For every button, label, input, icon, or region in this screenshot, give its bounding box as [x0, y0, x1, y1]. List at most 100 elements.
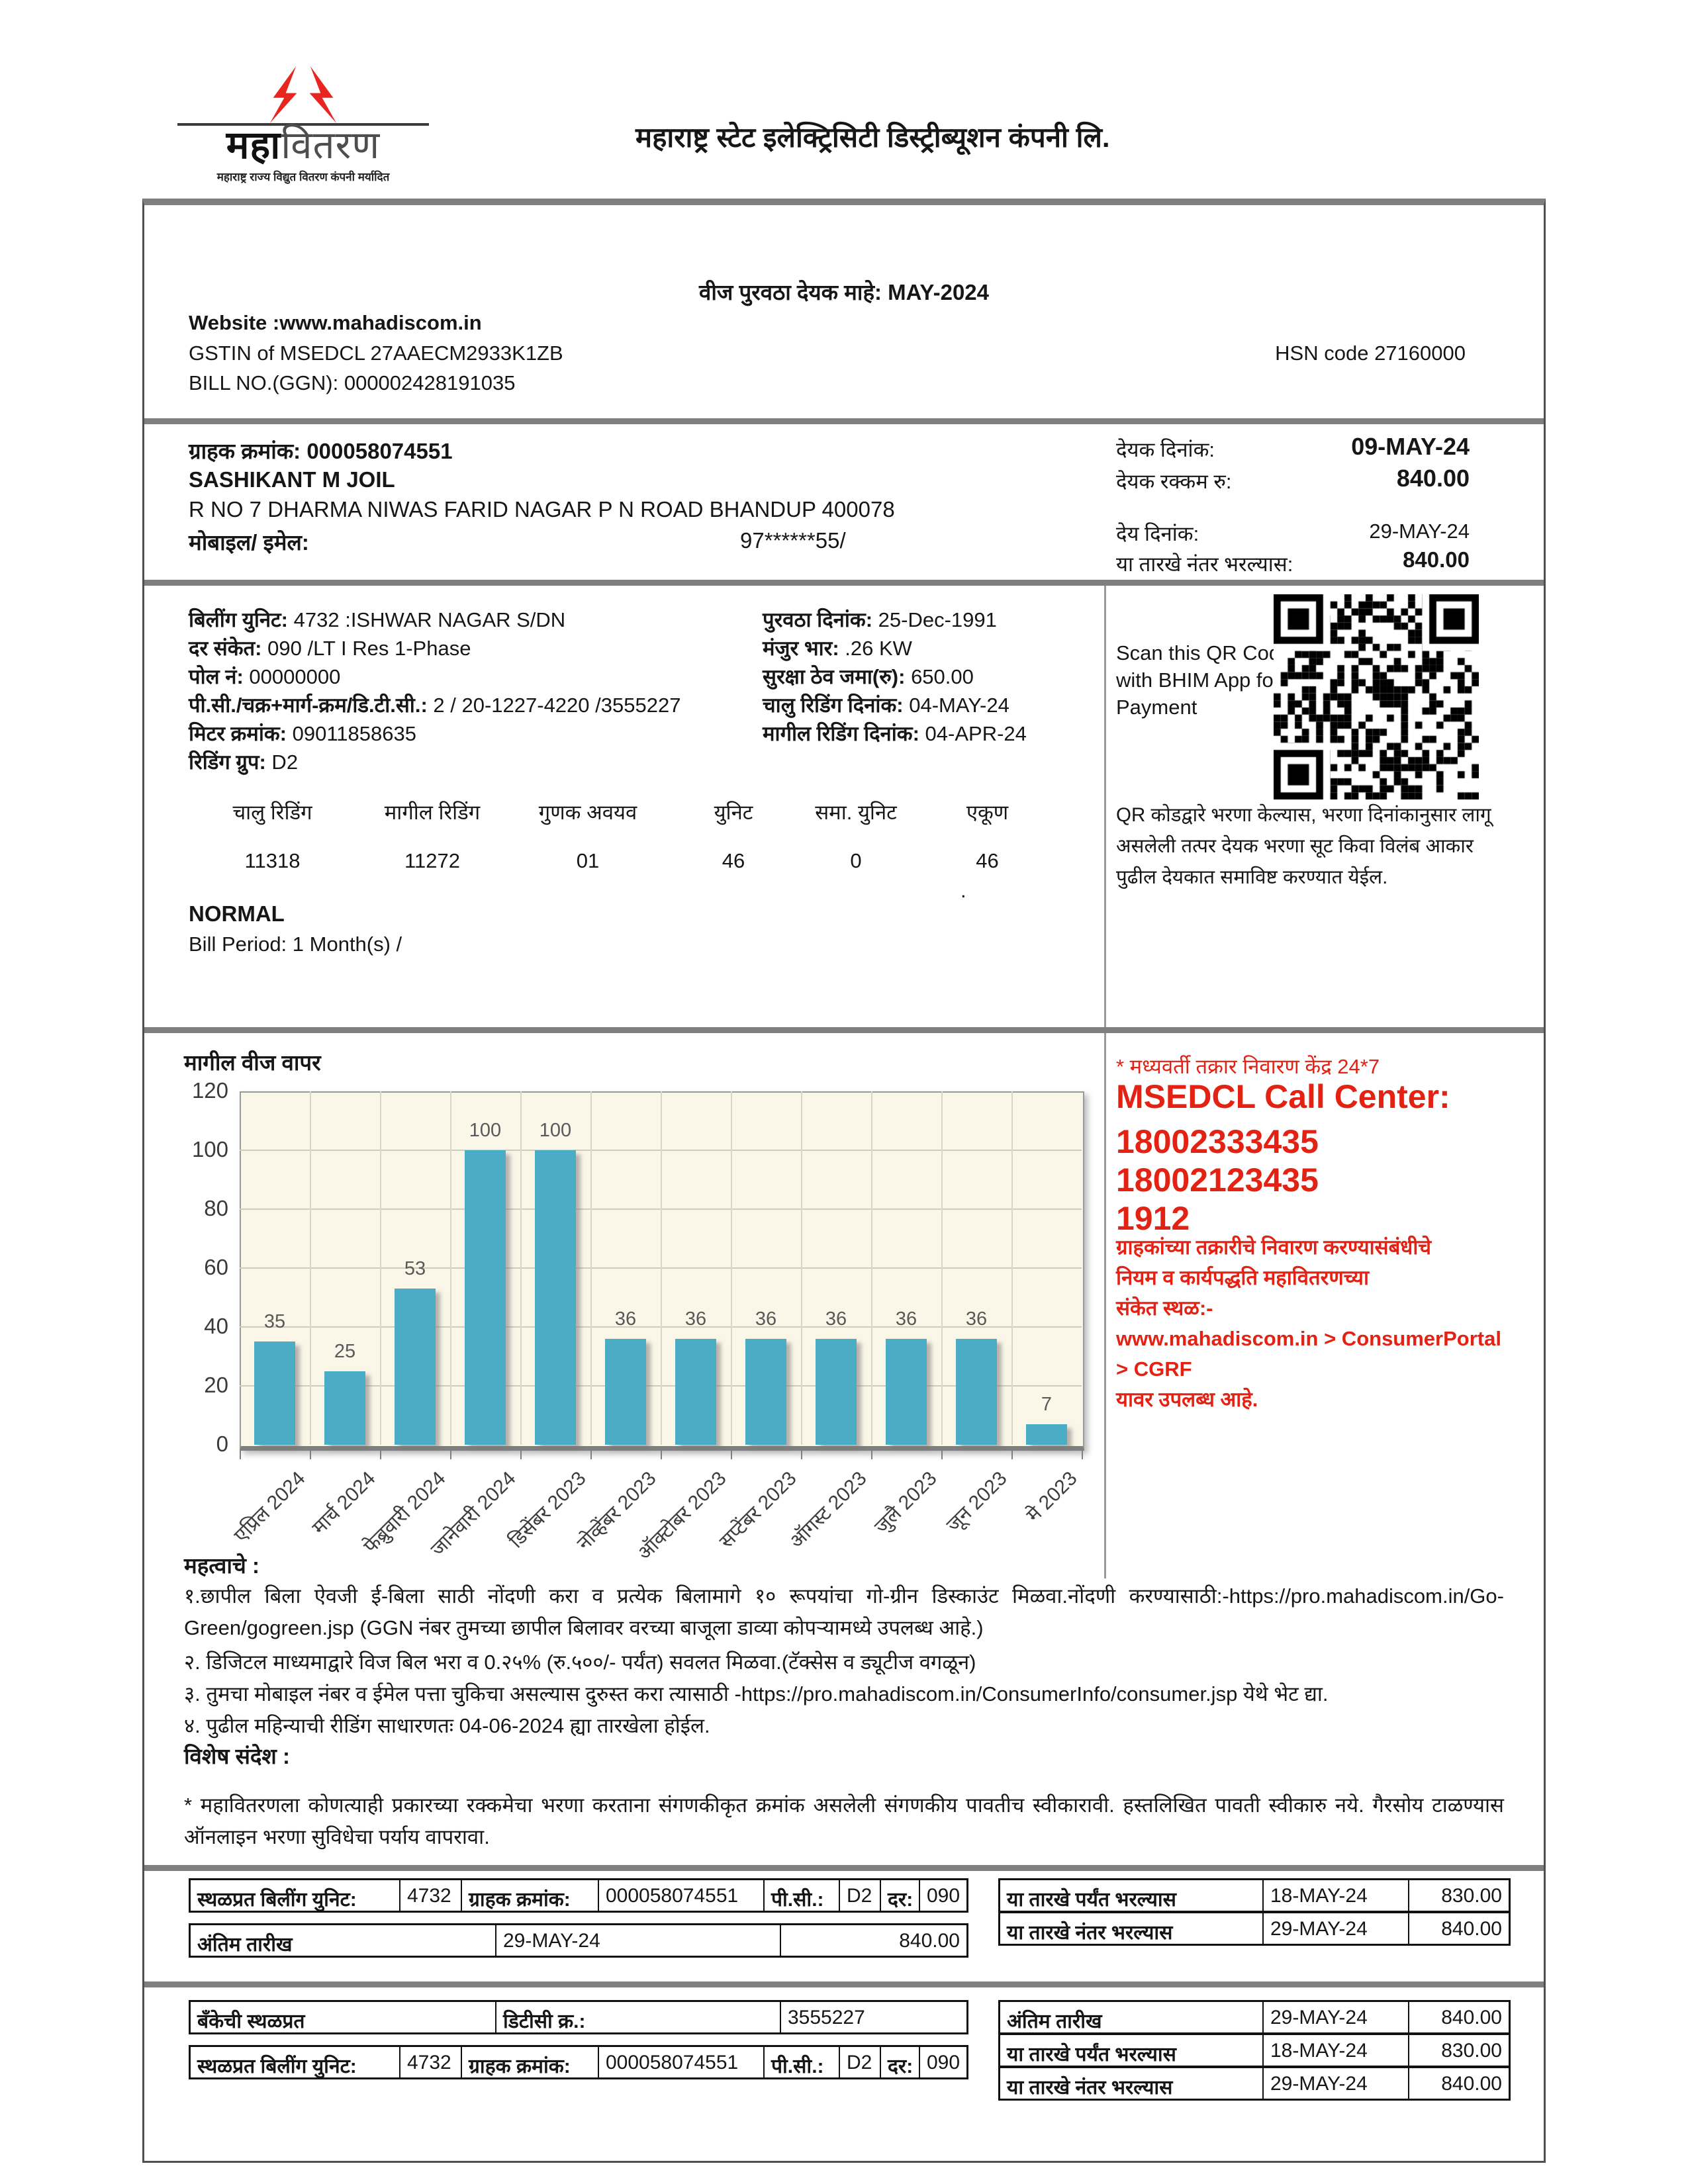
slip-cell: 29-MAY-24 [1264, 2068, 1409, 2099]
lightning-bolt-icon [177, 66, 429, 123]
usage-bar [886, 1338, 927, 1445]
y-axis-label: 40 [204, 1314, 228, 1338]
gstin-line: GSTIN of MSEDCL 27AAECM2933K1ZB [189, 341, 563, 365]
slip-cell: या तारखे पर्यंत भरल्यास [1000, 1880, 1264, 1911]
slip-cell: डिटीसी क्र.: [496, 2002, 781, 2032]
detail-label: चालु रिडिंग दिनांक: [763, 694, 904, 717]
consumer-number-label: ग्राहक क्रमांक: [189, 439, 301, 463]
bank-copy-payby-row: या तारखे नंतर भरल्यास 29-MAY-24 840.00 [998, 2066, 1511, 2101]
notes-title: महत्वाचे : [184, 1553, 260, 1578]
readings-value-cell: 11318 [244, 849, 301, 872]
detail-label: मंजुर भार: [763, 637, 839, 660]
readings-value-cell: 11272 [404, 849, 460, 872]
bank-copy-title-row: बँकेची स्थळप्रत डिटीसी क्र.: 3555227 [189, 2000, 968, 2034]
detail-value: 00000000 [243, 665, 341, 688]
x-axis-tick [731, 1451, 732, 1459]
usage-bar [675, 1338, 716, 1445]
bar-value-label: 100 [469, 1120, 502, 1141]
slip-cell: 840.00 [1441, 2073, 1502, 2095]
y-axis-label: 120 [191, 1078, 228, 1103]
bar-value-label: 36 [825, 1308, 847, 1330]
billing-detail-line: बिलींग युनिट: 4732 :ISHWAR NAGAR S/DN [189, 606, 565, 633]
call-center-number: 18002123435 [1116, 1161, 1319, 1199]
amount-value: 840.00 [1403, 547, 1470, 572]
readings-header-cell: युनिट [714, 801, 753, 824]
slip-cell: अंतिम तारीख [191, 1925, 496, 1956]
slip-cell: पी.सी.: [765, 1880, 840, 1911]
detail-value: 09011858635 [287, 722, 416, 745]
site-copy-payby-row: या तारखे नंतर भरल्यास 29-MAY-24 840.00 [998, 1911, 1511, 1946]
gridline-vertical [450, 1091, 451, 1445]
usage-bar [1026, 1424, 1067, 1445]
amount-label: या तारखे नंतर भरल्यास: [1116, 553, 1293, 576]
bar-value-label: 36 [684, 1308, 707, 1330]
x-axis-label: जून 2023 [942, 1467, 1011, 1537]
gridline-vertical [801, 1091, 802, 1445]
mobile-email-label: मोबाइल/ इमेल: [189, 530, 309, 555]
y-axis-label: 20 [204, 1373, 228, 1397]
divider [144, 418, 1544, 424]
vertical-divider [1104, 586, 1106, 1578]
slip-cell: ग्राहक क्रमांक: [462, 1880, 599, 1911]
slip-cell: 18-MAY-24 [1264, 2035, 1409, 2066]
slip-cell: दर: [881, 1880, 920, 1911]
detail-label: बिलींग युनिट: [189, 608, 289, 631]
detail-value: D2 [265, 751, 299, 774]
gridline-vertical [1011, 1091, 1013, 1445]
slip-cell: 29-MAY-24 [1264, 2002, 1409, 2032]
x-axis-label: मे 2023 [1022, 1467, 1082, 1527]
usage-bar [324, 1371, 365, 1445]
slip-cell: D2 [840, 2047, 881, 2077]
x-axis-tick [450, 1451, 451, 1459]
call-center-title: MSEDCL Call Center: [1116, 1078, 1450, 1115]
usage-bar [816, 1338, 857, 1445]
bill-body-frame: वीज पुरवठा देयक माहे: MAY-2024 Website :… [142, 199, 1546, 2163]
amount-label: देयक दिनांक: [1116, 438, 1215, 461]
slip-cell: अंतिम तारीख [1000, 2002, 1264, 2032]
detail-value: .26 KW [839, 637, 912, 660]
x-axis-tick [661, 1451, 662, 1459]
x-axis-tick [801, 1451, 802, 1459]
readings-header-cell: चालु रिडिंग [232, 801, 312, 824]
slip-cell: या तारखे पर्यंत भरल्यास [1000, 2035, 1264, 2066]
slip-cell: 18-MAY-24 [1264, 1880, 1409, 1911]
usage-bar [956, 1338, 997, 1445]
x-axis-tick [941, 1451, 943, 1459]
bar-value-label: 36 [895, 1308, 917, 1330]
bill-no-line: BILL NO.(GGN): 000002428191035 [189, 371, 516, 394]
logo-word-light: वितरण [281, 124, 381, 167]
gridline-vertical [520, 1091, 522, 1445]
call-center-number: 1912 [1116, 1200, 1190, 1237]
x-axis-tick [240, 1451, 241, 1459]
y-axis-label: 60 [204, 1255, 228, 1279]
slip-cell: 3555227 [788, 2007, 865, 2028]
bank-copy-info-row: स्थळप्रत बिलींग युनिट: 4732 ग्राहक क्रमांक… [189, 2045, 968, 2079]
call-center-info-line: संकेत स्थळ:- [1116, 1297, 1213, 1320]
bill-body: वीज पुरवठा देयक माहे: MAY-2024 Website :… [144, 205, 1544, 2161]
slip-cell: 090 [927, 2052, 961, 2073]
slip-cell: या तारखे नंतर भरल्यास [1000, 1913, 1264, 1944]
consumer-name: SASHIKANT M JOIL [189, 467, 395, 492]
slip-cell: 840.00 [899, 1930, 960, 1952]
slip-cell: 090 [927, 1885, 961, 1907]
detail-label: रिडिंग ग्रुप: [189, 751, 266, 774]
call-center-info-line: ग्राहकांच्या तक्रारीचे निवारण करण्यासंबं… [1116, 1236, 1432, 1259]
x-axis-tick [590, 1451, 592, 1459]
billing-detail-line: मागील रिडिंग दिनांक: 04-APR-24 [763, 719, 1027, 747]
slip-cell: 840.00 [1441, 1918, 1502, 1940]
detail-value: 090 /LT I Res 1-Phase [261, 637, 471, 660]
slip-cell: 000058074551 [599, 1880, 765, 1911]
bill-status: NORMAL [189, 901, 285, 926]
x-axis-tick [1011, 1451, 1013, 1459]
bank-copy-payby-row: या तारखे पर्यंत भरल्यास 18-MAY-24 830.00 [998, 2033, 1511, 2068]
detail-label: मिटर क्रमांक: [189, 722, 287, 745]
mahavitaran-logo: महावितरण महाराष्ट्र राज्य विद्युत वितरण … [177, 66, 429, 184]
slip-cell: 4732 [400, 1880, 462, 1911]
billing-detail-line: दर संकेत: 090 /LT I Res 1-Phase [189, 634, 471, 662]
readings-value-cell: 46 [722, 849, 745, 872]
site-copy-payby-row: या तारखे पर्यंत भरल्यास 18-MAY-24 830.00 [998, 1878, 1511, 1913]
amount-value: 09-MAY-24 [1351, 433, 1470, 460]
detail-label: पी.सी./चक्र+मार्ग-क्रम/डि.टी.सी.: [189, 694, 428, 717]
gridline-vertical [380, 1091, 381, 1445]
